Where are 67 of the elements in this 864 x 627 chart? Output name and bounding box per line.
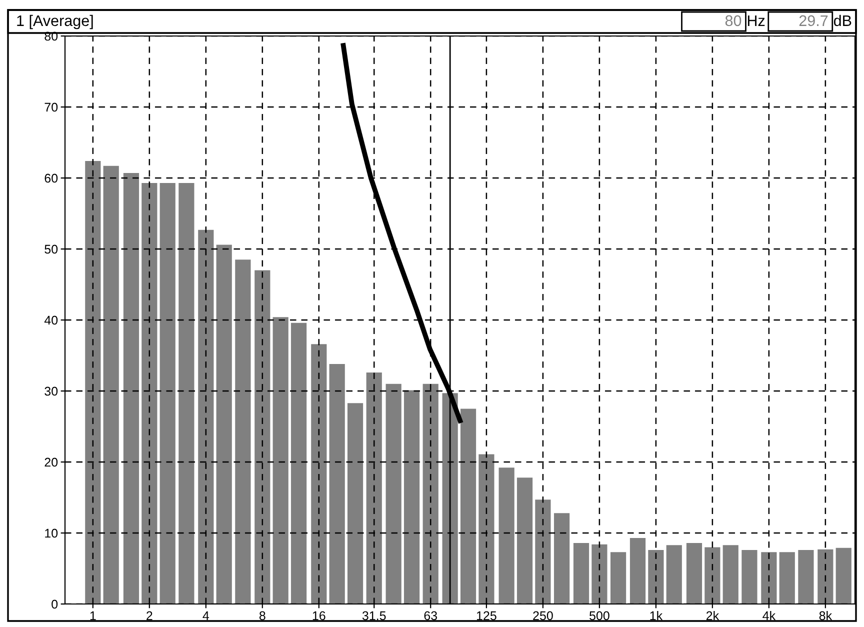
x-tick-label: 2k <box>706 610 720 620</box>
bar <box>103 166 119 604</box>
y-tick-label: 60 <box>44 174 58 183</box>
x-tick-label: 4k <box>762 610 776 620</box>
x-tick-label: 8 <box>259 611 266 620</box>
x-tick-label: 16 <box>312 611 326 620</box>
bar <box>198 230 214 604</box>
bar <box>123 173 140 604</box>
bar <box>254 270 270 604</box>
bar <box>592 544 608 604</box>
bar <box>366 372 382 604</box>
bar <box>178 182 194 604</box>
bar <box>573 542 590 604</box>
bar <box>666 545 682 604</box>
bar <box>160 182 176 604</box>
text: dB <box>834 14 852 26</box>
bar <box>704 547 720 604</box>
bar <box>85 160 101 604</box>
bar <box>329 364 345 604</box>
bar <box>311 344 327 604</box>
y-tick-label: 0 <box>52 600 58 609</box>
bar <box>290 322 307 604</box>
x-tick-label: 31.5 <box>362 611 386 620</box>
bar <box>478 454 494 604</box>
text: Hz <box>748 15 765 26</box>
bar <box>404 390 420 604</box>
bar <box>142 182 158 604</box>
y-tick-label: 40 <box>44 316 58 325</box>
bar <box>818 549 834 604</box>
bar <box>761 552 777 604</box>
bar <box>516 478 533 604</box>
bar <box>742 550 758 604</box>
chart-title: 1 [Average] <box>17 14 93 30</box>
text: 80 <box>725 15 742 26</box>
bar <box>554 513 570 604</box>
bar <box>422 384 438 604</box>
x-tick-label: 250 <box>533 611 553 620</box>
x-tick-label: 63 <box>424 611 438 620</box>
text: 29.7 <box>799 15 828 26</box>
bar <box>535 500 551 604</box>
bar <box>779 552 795 604</box>
bar <box>722 545 738 604</box>
x-tick-label: 500 <box>590 611 610 620</box>
bar <box>610 552 626 604</box>
y-tick-label: 30 <box>44 386 58 396</box>
bar <box>347 403 364 604</box>
x-tick-label: 125 <box>476 611 496 620</box>
bar <box>498 468 514 604</box>
bar <box>235 260 251 604</box>
bar <box>686 542 702 604</box>
bar <box>272 317 288 604</box>
y-tick-label: 70 <box>44 102 58 112</box>
y-tick-label: 10 <box>45 528 58 538</box>
x-tick-label: 2 <box>146 611 152 620</box>
y-tick-label: 20 <box>44 458 58 467</box>
bar <box>798 550 814 604</box>
bar <box>460 408 476 604</box>
x-tick-label: 1k <box>650 610 663 620</box>
x-tick-label: 8k <box>819 610 832 620</box>
y-tick-label: 50 <box>44 244 58 254</box>
bar <box>216 244 232 604</box>
bar <box>648 550 664 604</box>
x-tick-label: 1 <box>90 611 96 620</box>
bar <box>386 384 402 604</box>
bar <box>836 548 852 604</box>
bar <box>630 538 646 604</box>
x-tick-label: 4 <box>202 611 210 620</box>
